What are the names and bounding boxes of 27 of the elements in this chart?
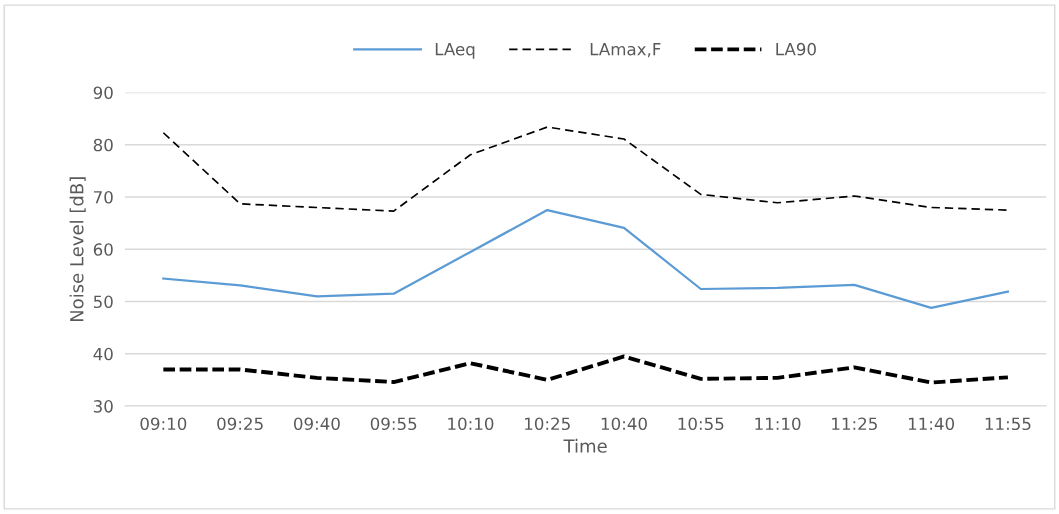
line-series [161, 354, 1010, 385]
x-tick-label: 11:40 [908, 417, 955, 431]
y-tick-label: 70 [94, 191, 113, 204]
x-tick-label: 11:10 [755, 417, 801, 431]
y-tick-label: 90 [93, 86, 113, 100]
x-tick-label: 10:25 [525, 417, 570, 431]
x-tick-label: 09:40 [293, 417, 340, 431]
y-tick-label: 50 [93, 295, 113, 309]
x-tick-label: 11:55 [985, 417, 1031, 431]
y-tick-label: 60 [93, 243, 113, 256]
legend-label: LAmax,F [590, 43, 661, 58]
x-tick-label: 09:25 [217, 417, 263, 431]
x-axis-title: Time [563, 438, 607, 453]
x-tick-label: 10:40 [601, 417, 647, 431]
x-tick-label: 10:10 [448, 417, 494, 431]
x-tick-label: 09:55 [370, 417, 417, 431]
legend-label: LAeq [435, 43, 475, 59]
y-axis-title: Noise Level [dB] [69, 177, 86, 322]
line-series [162, 208, 1010, 309]
y-tick-label: 80 [93, 138, 113, 152]
line-series [162, 126, 1009, 212]
x-tick-label: 11:25 [832, 417, 877, 431]
x-tick-label: 10:55 [678, 417, 724, 431]
y-tick-label: 40 [93, 347, 113, 361]
y-tick-label: 30 [93, 400, 113, 413]
legend-label: LA90 [776, 42, 816, 56]
x-tick-label: 09:10 [140, 417, 187, 431]
